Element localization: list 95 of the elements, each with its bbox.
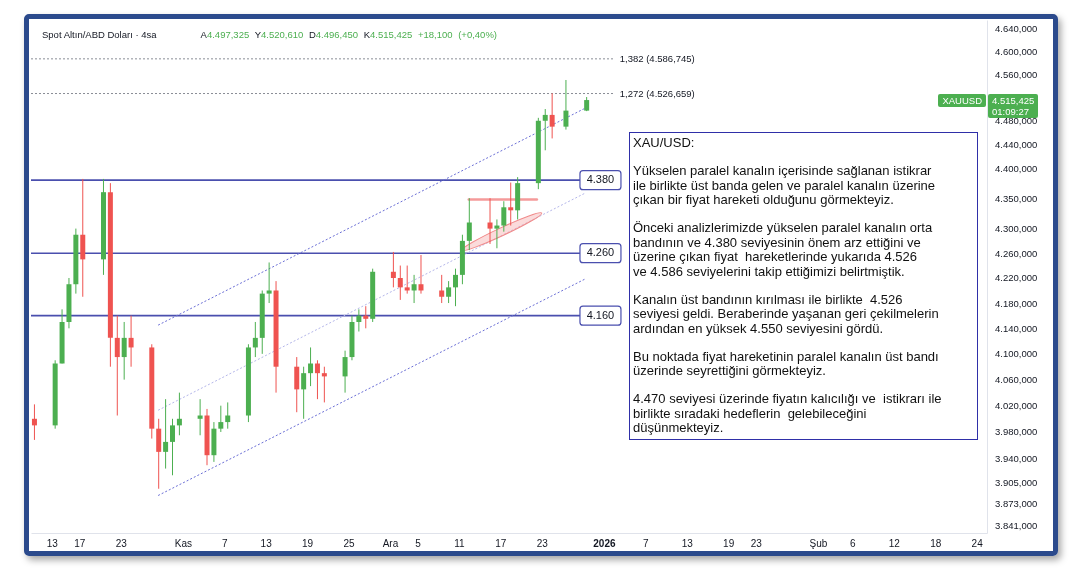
candlestick (487, 197, 493, 245)
candlestick (156, 418, 162, 490)
y-tick-label: 4.260,000 (995, 247, 1038, 259)
candlestick (176, 392, 182, 436)
y-tick-label: 4.220,000 (995, 272, 1038, 284)
y-tick-label: 4.100,000 (995, 348, 1038, 360)
y-tick-label: 3.905,000 (995, 476, 1038, 488)
y-tick-label: 4.440,000 (995, 138, 1038, 150)
x-tick-label: 19 (723, 537, 735, 549)
x-tick-label: 23 (536, 537, 549, 549)
candlestick (308, 346, 314, 387)
text: 4.515,425 01:09:27 (988, 93, 1039, 118)
candlestick (494, 218, 500, 249)
y-tick-label: 4.600,000 (995, 45, 1038, 57)
candlestick (294, 356, 300, 413)
candlestick (218, 405, 224, 433)
candlestick (31, 403, 37, 441)
candlestick (446, 280, 452, 304)
x-tick-label: Ara (382, 537, 399, 549)
y-tick-label: 4.560,000 (995, 68, 1038, 80)
candlestick (508, 182, 514, 227)
y-tick-label: 3.940,000 (995, 453, 1038, 465)
x-tick-label: 6 (850, 537, 857, 549)
y-tick-label: 3.980,000 (995, 426, 1038, 438)
x-tick-label: 13 (681, 537, 694, 549)
y-tick-label: 3.841,000 (995, 519, 1038, 531)
x-tick-label: Şub (809, 537, 828, 549)
annotation: XAU/USD: (633, 135, 696, 151)
x-tick-label: 7 (221, 537, 228, 549)
candlestick (114, 315, 120, 417)
ref-line-label: 1,272 (4.526,659) (619, 87, 695, 99)
x-tick-label: 13 (260, 537, 273, 549)
candlestick (170, 418, 175, 476)
annotation: XAUUSD (938, 93, 986, 107)
annotation: 4.470 seviyesi üzerinde fiyatın kalıcılığı ve istikrarı ile birlikte sıradaki hedeflerin gelebileceğini düşünmekteyiz. (633, 391, 942, 436)
ref-line-label: 1,382 (4.586,745) (619, 52, 695, 64)
candlestick (321, 366, 327, 403)
x-tick-label: 23 (750, 537, 763, 549)
candlestick (390, 251, 396, 288)
x-tick-label: 5 (415, 537, 422, 549)
x-tick-label: 7 (643, 537, 650, 549)
y-tick-label: 4.350,000 (995, 192, 1038, 204)
y-tick-label: 4.060,000 (995, 374, 1038, 386)
text: A4.497,325 Y4.520,610 D4.496,450 K4.515,425 +18,100 (+0,40%) (200, 29, 498, 40)
candlestick (128, 315, 134, 368)
x-tick-label: 2026 (593, 537, 616, 549)
candlestick (163, 398, 169, 470)
annotation: 4.160 (586, 308, 615, 321)
annotation: 4.380 (586, 173, 615, 186)
annotation: Kanalın üst bandının kırılması ile birlikte 4.526 seviyesi geldi. Beraberinde yaşanan geri çekilmelerin ardından en yüksek 4.550 seviyesini gördü. (633, 291, 940, 336)
candlestick (363, 305, 369, 329)
y-tick-label: 3.873,000 (995, 498, 1038, 510)
candlestick (549, 92, 555, 139)
candlestick (252, 321, 258, 358)
y-tick-label: 4.140,000 (995, 322, 1038, 334)
annotation: Bu noktada fiyat hareketinin paralel kanalın üst bandı üzerinde seyrettiğini görmekteyiz. (633, 348, 940, 379)
x-tick-label: 17 (74, 537, 86, 549)
candlestick (225, 401, 231, 430)
x-tick-label: 13 (46, 537, 59, 549)
candlestick (197, 398, 203, 436)
y-tick-label: 4.640,000 (995, 22, 1038, 34)
candlestick (542, 108, 548, 151)
annotation: Yükselen paralel kanalın içerisinde sağlanan istikrar ile birlikte üst banda gelen ve paralel kanalın üzerine çıkan bir fiyat hareketi olduğunu görmekteyiz. (633, 163, 937, 208)
candlestick (466, 197, 472, 251)
y-tick-label: 4.180,000 (995, 297, 1038, 309)
x-tick-label: 12 (888, 537, 901, 549)
annotation: 4.260 (586, 246, 615, 259)
x-tick-label: 17 (495, 537, 507, 549)
candlestick (563, 79, 569, 131)
x-tick-label: 18 (930, 537, 942, 549)
candlestick (453, 268, 459, 307)
candlestick (397, 265, 403, 301)
y-tick-label: 4.300,000 (995, 223, 1038, 235)
candlestick (418, 254, 424, 295)
candlestick (501, 200, 507, 233)
y-tick-label: 4.400,000 (995, 162, 1038, 174)
x-tick-label: 24 (971, 537, 984, 549)
x-tick-label: 11 (454, 537, 466, 549)
y-tick-label: 4.020,000 (995, 400, 1038, 412)
x-tick-label: 25 (343, 537, 356, 549)
candlestick (121, 321, 127, 381)
x-tick-label: 23 (115, 537, 128, 549)
candlestick (404, 265, 410, 295)
candlestick (411, 274, 417, 304)
text: Spot Altın/ABD Doları · 4sa (42, 29, 157, 40)
candlestick (342, 350, 348, 394)
x-tick-label: 19 (302, 537, 314, 549)
x-tick-label: Kas (174, 537, 192, 549)
candlestick (356, 308, 362, 332)
candlestick (301, 366, 307, 420)
candlestick (314, 359, 320, 400)
candlestick (439, 274, 445, 304)
candlestick (266, 261, 272, 304)
annotation: Önceki analizlerimizde yükselen paralel kanalın orta bandının ve 4.380 seviyesinin önem arz ettiğini ve üzerine çıkan fiyat hareketlerinde yukarıda 4.526 ve 4.586 seviyelerini takip ettiğimizi belirtmiştik. (633, 220, 934, 279)
y-tick-label: 4.480,000 (995, 115, 1038, 127)
